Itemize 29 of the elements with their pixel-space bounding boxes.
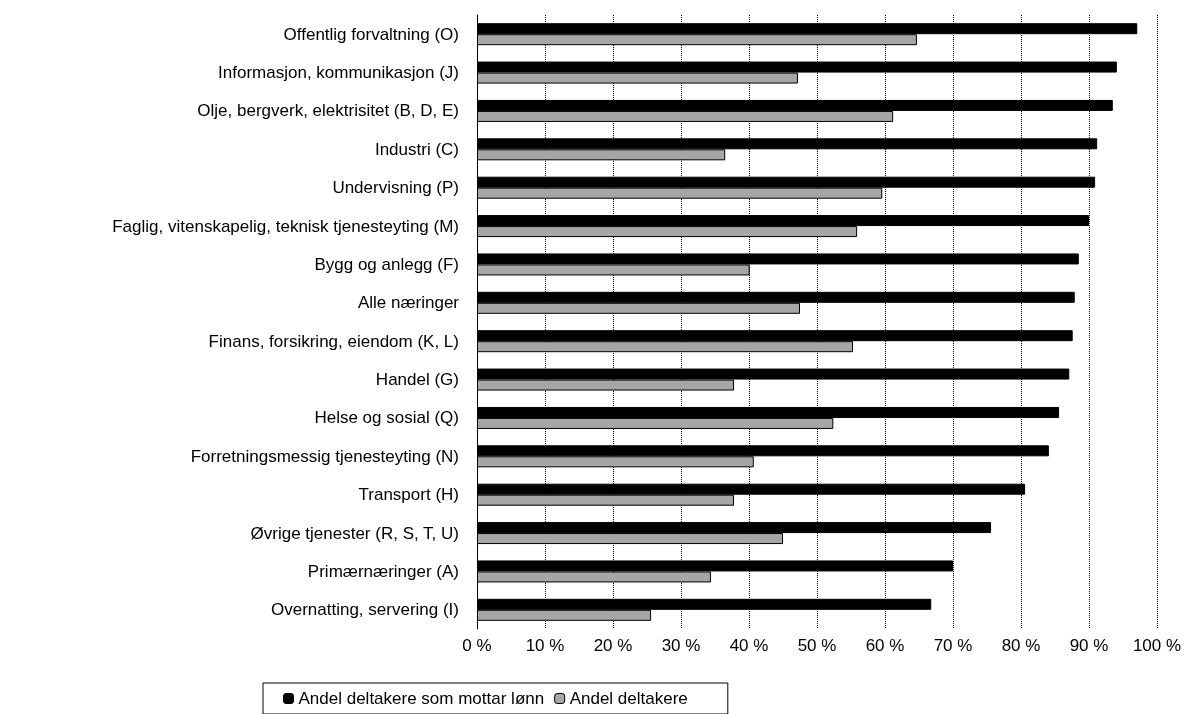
x-tick-label: 20 % bbox=[593, 636, 633, 655]
y-tick-label: Overnatting, servering (I) bbox=[270, 600, 459, 620]
x-tick-label: 50 % bbox=[797, 636, 837, 655]
x-tick-label: 0 % bbox=[462, 636, 492, 655]
legend-label: Andel deltakere bbox=[569, 689, 688, 708]
x-tick-label: 10 % bbox=[525, 636, 565, 655]
x-tick-label: 30 % bbox=[661, 636, 701, 655]
y-tick-label: Handel (G) bbox=[375, 370, 459, 390]
x-tick-label: 70 % bbox=[933, 636, 973, 655]
y-tick-label: Finans, forsikring, eiendom (K, L) bbox=[208, 331, 459, 351]
y-tick-label: Industri (C) bbox=[374, 139, 459, 159]
x-tick-label: 40 % bbox=[729, 636, 769, 655]
x-tick-label: 100 % bbox=[1132, 636, 1182, 655]
y-tick-label: Transport (H) bbox=[358, 485, 459, 505]
y-tick-label: Primærnæringer (A) bbox=[307, 561, 459, 581]
y-tick-label: Forretningsmessig tjenesteyting (N) bbox=[190, 446, 459, 466]
y-tick-label: Offentlig forvaltning (O) bbox=[283, 24, 459, 44]
legend-label: Andel deltakere som mottar lønn bbox=[298, 689, 545, 708]
y-tick-label: Informasjon, kommunikasjon (J) bbox=[218, 63, 459, 83]
y-tick-label: Øvrige tjenester (R, S, T, U) bbox=[250, 523, 459, 543]
y-tick-label: Helse og sosial (Q) bbox=[314, 408, 459, 428]
y-tick-label: Bygg og anlegg (F) bbox=[314, 254, 459, 274]
x-tick-label: 80 % bbox=[1001, 636, 1041, 655]
x-tick-label: 90 % bbox=[1069, 636, 1109, 655]
y-tick-label: Undervisning (P) bbox=[332, 178, 459, 198]
x-tick-label: 60 % bbox=[865, 636, 905, 655]
y-tick-label: Faglig, vitenskapelig, teknisk tjenesteyting (M) bbox=[112, 216, 459, 236]
y-tick-label: Alle næringer bbox=[357, 293, 460, 313]
y-tick-label: Olje, bergverk, elektrisitet (B, D, E) bbox=[197, 101, 459, 121]
